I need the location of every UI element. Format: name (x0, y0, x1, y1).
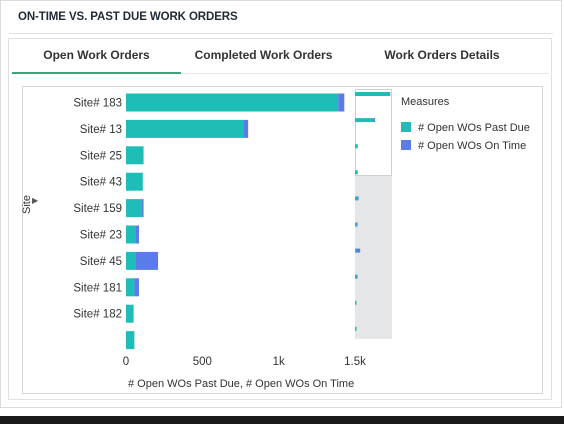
y-axis-label: Site (21, 195, 33, 214)
window-bottom-edge (0, 416, 564, 424)
x-tick-label-3: 1.5k (344, 356, 366, 368)
bar-past-due-partial[interactable] (126, 331, 135, 350)
overview-bar-on-time-site-183 (389, 92, 391, 96)
bar-past-due-site-45[interactable] (126, 251, 136, 270)
category-label-site-23: Site# 23 (80, 230, 122, 242)
title-divider (9, 33, 553, 34)
overview-bar-past-due-site-23 (355, 222, 357, 227)
overview-bar-on-time-site-23 (356, 222, 358, 227)
bar-past-due-site-25[interactable] (126, 146, 144, 165)
overview-bar-past-due-site-159 (355, 196, 358, 201)
overview-bar-past-due-site-43 (355, 170, 358, 175)
overview-bar-past-due-site-181 (355, 274, 357, 279)
legend-swatch-past-due (401, 122, 411, 132)
tab-divider (181, 73, 549, 74)
overview-bar-on-time-site-181 (356, 274, 358, 279)
legend-title: Measures (401, 96, 450, 108)
active-tab-indicator (12, 72, 181, 74)
tab-container (8, 38, 552, 400)
x-tick-label-1: 500 (193, 356, 212, 368)
bar-on-time-site-181[interactable] (134, 278, 139, 297)
bar-past-due-site-181[interactable] (126, 278, 135, 297)
legend-item-on-time[interactable]: # Open WOs On Time (401, 140, 526, 153)
expand-arrow-icon[interactable]: ▶ (32, 196, 39, 205)
scroll-overview-window[interactable] (355, 89, 392, 176)
overview-bar-on-time-site-13 (373, 118, 375, 123)
bar-on-time-site-23[interactable] (135, 225, 139, 244)
bar-past-due-site-183[interactable] (126, 93, 339, 112)
bar-past-due-site-43[interactable] (126, 172, 143, 191)
overview-bar-past-due-partial (355, 326, 357, 331)
legend-swatch-on-time (401, 140, 411, 150)
tab-work-orders-details[interactable]: Work Orders Details (384, 48, 500, 62)
category-label-site-181: Site# 181 (73, 282, 122, 294)
overview-bar-past-due-site-13 (355, 118, 374, 123)
category-label-site-182: Site# 182 (73, 309, 122, 321)
bar-on-time-site-45[interactable] (135, 251, 159, 270)
bar-on-time-site-183[interactable] (338, 93, 345, 112)
overview-bar-past-due-site-183 (355, 92, 390, 96)
x-axis-label: # Open WOs Past Due, # Open WOs On Time (128, 378, 355, 390)
overview-bar-past-due-site-45 (355, 248, 357, 253)
tab-completed-work-orders[interactable]: Completed Work Orders (194, 48, 333, 62)
panel-title: ON-TIME VS. PAST DUE WORK ORDERS (18, 11, 238, 23)
legend-label-past-due: # Open WOs Past Due (418, 122, 530, 134)
category-label-site-13: Site# 13 (80, 124, 122, 136)
overview-bar-on-time-site-45 (356, 248, 361, 253)
chart-frame (22, 86, 543, 394)
tab-open-work-orders[interactable]: Open Work Orders (43, 48, 150, 62)
overview-bar-past-due-site-25 (355, 144, 358, 149)
category-label-site-25: Site# 25 (80, 150, 122, 162)
x-tick-label-2: 1k (273, 356, 285, 368)
work-orders-panel: ON-TIME VS. PAST DUE WORK ORDERS (0, 0, 562, 408)
overview-bar-on-time-site-159 (357, 196, 359, 201)
bar-past-due-site-13[interactable] (126, 119, 244, 138)
bar-past-due-site-23[interactable] (126, 225, 136, 244)
legend-label-on-time: # Open WOs On Time (418, 140, 527, 152)
bar-on-time-site-159[interactable] (142, 199, 144, 218)
category-label-site-183: Site# 183 (73, 98, 122, 110)
bar-past-due-site-182[interactable] (126, 304, 134, 323)
overview-bar-past-due-site-182 (355, 300, 357, 305)
bar-past-due-site-159[interactable] (126, 199, 143, 218)
legend-item-past-due[interactable]: # Open WOs Past Due (401, 122, 530, 135)
category-label-site-43: Site# 43 (80, 177, 122, 189)
x-tick-label-0: 0 (123, 356, 129, 368)
category-label-site-159: Site# 159 (73, 203, 122, 215)
bar-on-time-site-13[interactable] (243, 119, 249, 138)
scroll-overview-track[interactable] (355, 176, 392, 339)
category-label-site-45: Site# 45 (80, 256, 122, 268)
